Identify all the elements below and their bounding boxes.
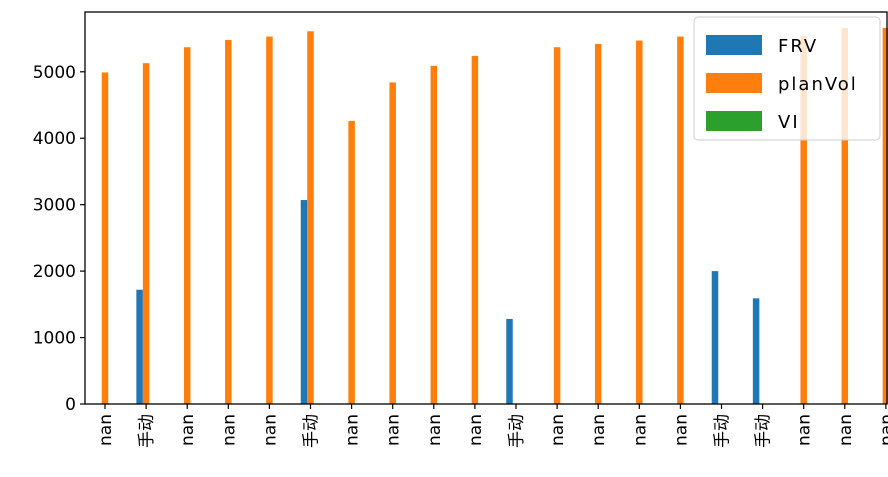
plot-frame: [84, 11, 888, 405]
bar-planVol-4: [266, 36, 273, 404]
x-tick-label: nan: [178, 414, 198, 446]
y-tick-label: 0: [65, 395, 76, 415]
bar-FRV-16: [752, 298, 760, 404]
x-tick-label: 手动: [713, 414, 733, 448]
bar-planVol-3: [225, 39, 232, 404]
legend-label-FRV: FRV: [778, 36, 818, 57]
bar-planVol-17: [800, 35, 807, 405]
x-tick-label: nan: [630, 414, 650, 446]
bar-planVol-13: [636, 40, 643, 404]
legend-label-VI: VI: [778, 112, 800, 133]
legend-label-planVol: planVol: [778, 74, 858, 95]
y-axis: 0 1000 2000 3000 4000 5000: [33, 63, 85, 415]
x-tick-label: nan: [384, 414, 404, 446]
bar-planVol-2: [183, 47, 191, 405]
bar-planVol-11: [553, 47, 561, 405]
bar-planVol-18: [841, 27, 849, 404]
x-tick-label: nan: [219, 414, 239, 446]
x-tick-label: nan: [260, 414, 280, 446]
y-tick-label: 3000: [33, 196, 76, 216]
bars-layer: [101, 27, 888, 405]
x-tick-label: nan: [589, 414, 609, 446]
legend: FRV planVol VI: [693, 16, 881, 141]
x-tick-label: nan: [343, 414, 363, 446]
y-tick-label: 2000: [33, 262, 76, 282]
x-tick-label: nan: [96, 414, 116, 446]
y-tick-label: 5000: [33, 63, 76, 83]
x-tick-label: nan: [425, 414, 445, 446]
x-tick-label: 手动: [302, 414, 322, 448]
bar-planVol-12: [594, 43, 602, 404]
bar-planVol-7: [389, 82, 396, 405]
bar-planVol-8: [430, 65, 438, 404]
bar-FRV-5: [300, 200, 308, 404]
y-tick-label: 1000: [33, 329, 76, 349]
x-tick-label: nan: [671, 414, 691, 446]
x-tick-label: 手动: [754, 414, 774, 448]
bar-planVol-0: [101, 72, 109, 405]
x-tick-label: 手动: [137, 414, 157, 448]
legend-swatch-planVol: [706, 73, 762, 93]
bar-planVol-1: [142, 63, 150, 404]
x-tick-label: nan: [836, 414, 856, 446]
y-tick-label: 4000: [33, 129, 76, 149]
bar-FRV-10: [506, 318, 513, 404]
bar-planVol-14: [677, 36, 684, 404]
bar-FRV-1: [136, 289, 143, 404]
x-tick-label: nan: [466, 414, 486, 446]
x-tick-label: nan: [877, 414, 888, 446]
bar-planVol-6: [348, 120, 355, 405]
bar-planVol-5: [307, 31, 314, 405]
legend-swatch-VI: [706, 111, 762, 131]
x-tick-label: 手动: [507, 414, 527, 448]
x-tick-label: nan: [548, 414, 568, 446]
bar-planVol-9: [471, 55, 479, 404]
legend-swatch-FRV: [706, 35, 762, 55]
x-tick-label: nan: [795, 414, 815, 446]
x-axis: nan 手动 nan nan nan 手动 nan nan nan nan 手动 nan nan nan n…: [96, 404, 888, 448]
bar-planVol-19: [882, 27, 888, 404]
bar-FRV-15: [711, 271, 719, 404]
